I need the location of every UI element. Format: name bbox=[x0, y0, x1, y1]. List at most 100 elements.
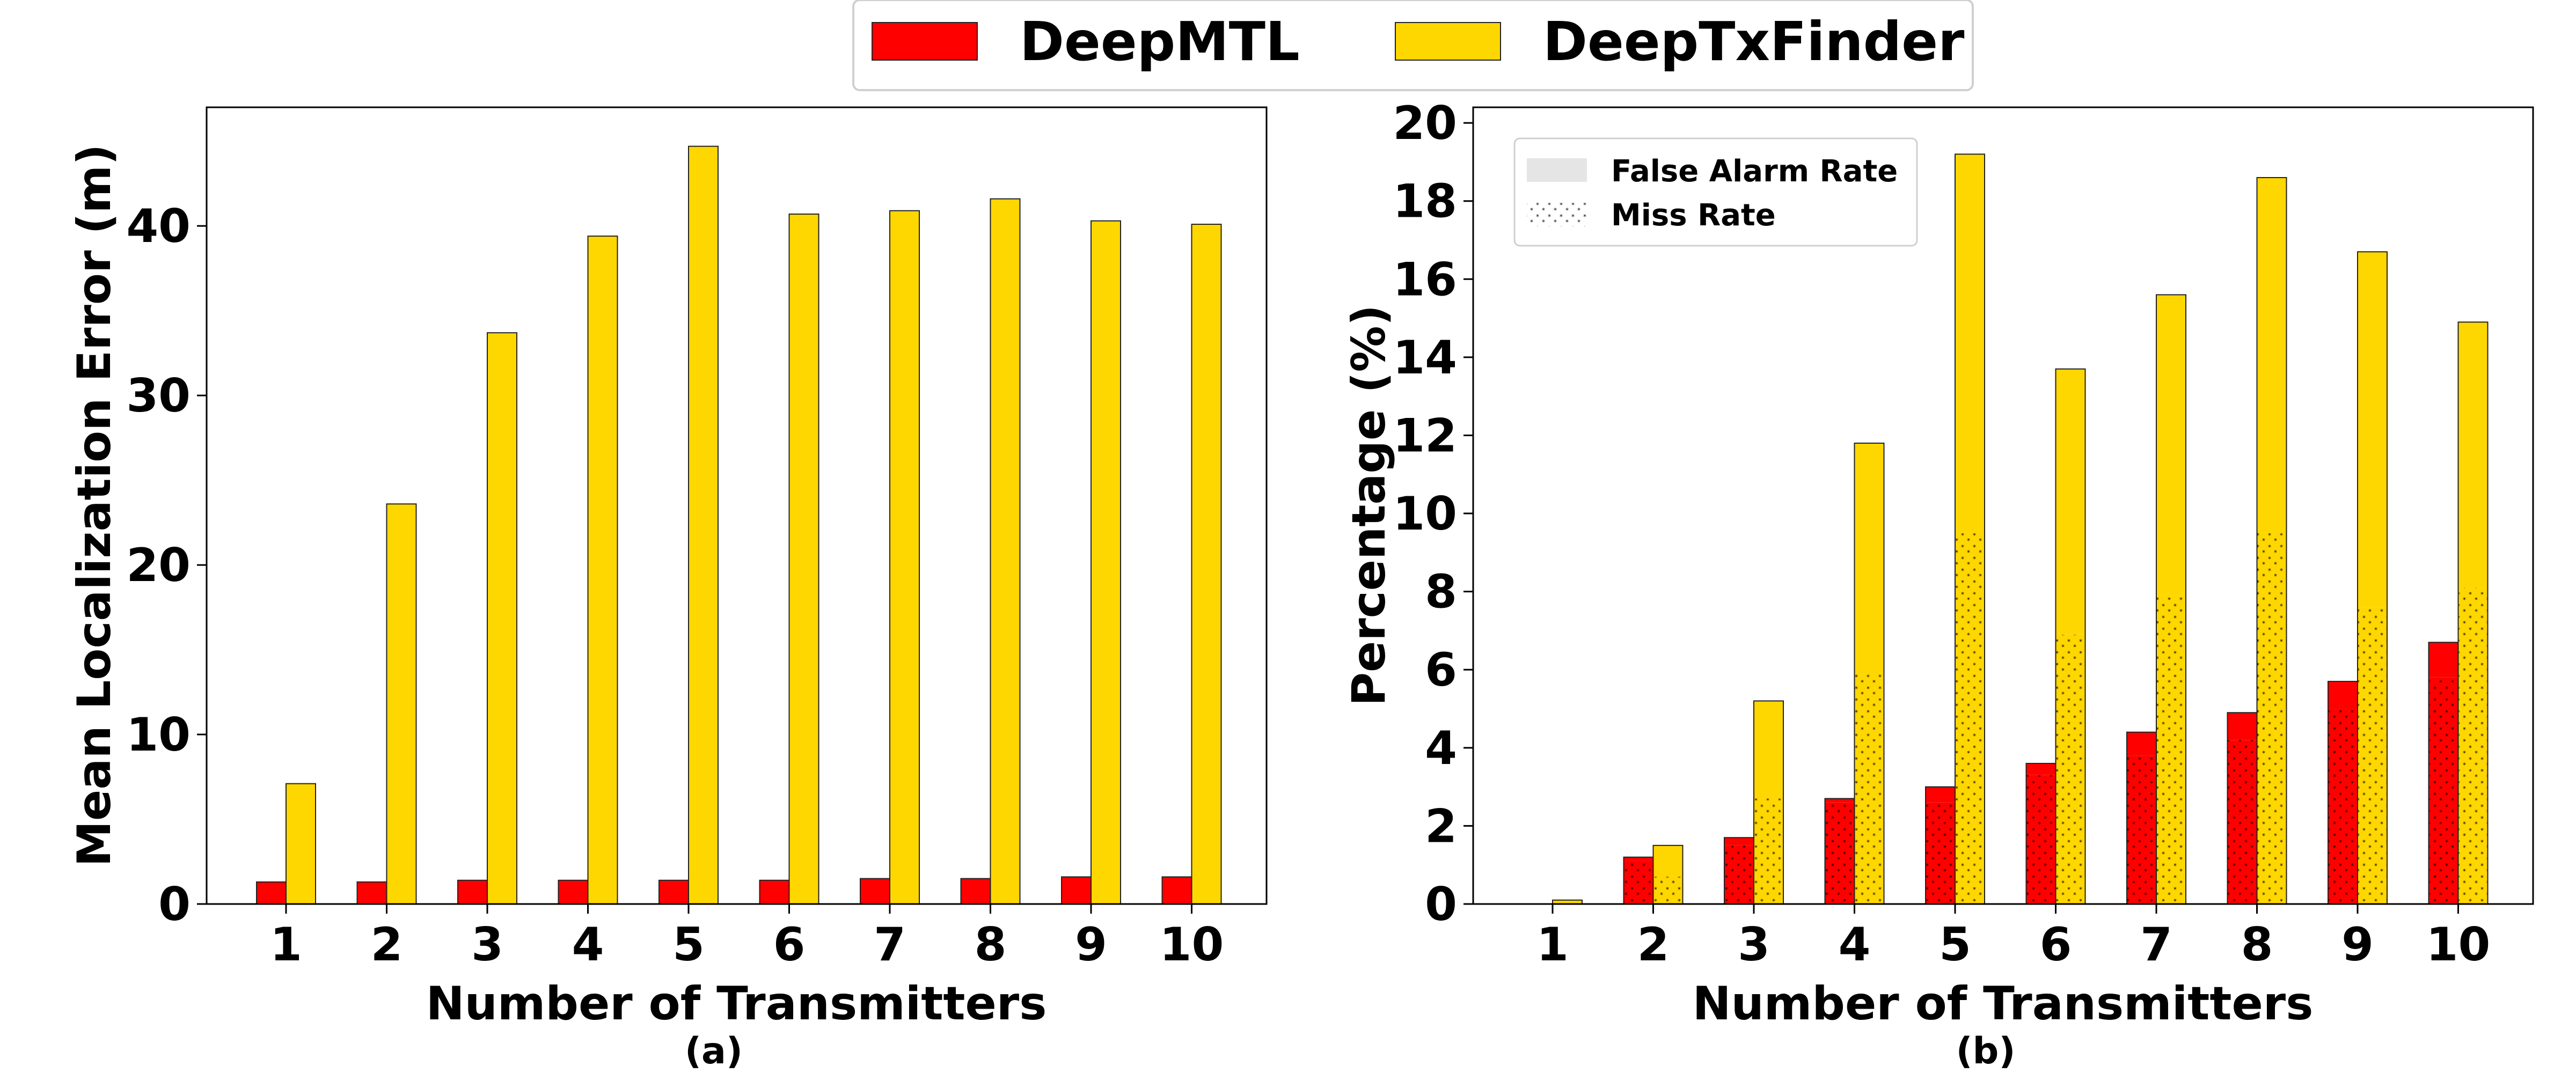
deeptxfinder-false-alarm-bar bbox=[1754, 701, 1783, 799]
deepmtl-false-alarm-bar bbox=[1825, 798, 1855, 803]
x-tick-label: 7 bbox=[874, 918, 906, 972]
deeptxfinder-false-alarm-bar bbox=[1653, 845, 1683, 877]
chart-a-caption: (a) bbox=[685, 1030, 743, 1072]
deeptxfinder-bar bbox=[889, 210, 920, 905]
x-tick-label: 1 bbox=[270, 918, 302, 972]
chart-a-bars bbox=[256, 145, 1222, 905]
x-tick-label: 3 bbox=[471, 918, 503, 972]
deepmtl-miss-rate-hatch bbox=[2127, 755, 2156, 904]
y-tick-label: 16 bbox=[1393, 253, 1457, 306]
deepmtl-bar bbox=[1061, 876, 1092, 905]
y-tick-label: 40 bbox=[126, 200, 191, 253]
x-tick-label: 5 bbox=[672, 918, 705, 972]
x-tick-label: 4 bbox=[572, 918, 604, 972]
deepmtl-bar bbox=[860, 878, 890, 905]
deeptxfinder-false-alarm-bar bbox=[2055, 369, 2085, 635]
chart-a-x-axis-label: Number of Transmitters bbox=[426, 977, 1047, 1031]
deepmtl-bar bbox=[457, 879, 488, 905]
y-tick-label: 20 bbox=[1393, 97, 1457, 150]
y-tick-label: 10 bbox=[1393, 487, 1457, 541]
deeptxfinder-miss-rate-hatch bbox=[2257, 533, 2287, 904]
x-tick-label: 2 bbox=[1637, 918, 1670, 972]
y-tick-label: 18 bbox=[1393, 175, 1457, 229]
deeptxfinder-bar bbox=[688, 145, 719, 905]
y-tick-label: 10 bbox=[126, 708, 191, 762]
deeptxfinder-miss-rate-hatch bbox=[2458, 587, 2488, 904]
deepmtl-miss-rate-hatch bbox=[1825, 802, 1855, 904]
x-tick-label: 1 bbox=[1536, 918, 1569, 972]
x-tick-label: 10 bbox=[1160, 918, 1224, 972]
false-alarm-legend-swatch bbox=[1527, 158, 1587, 182]
deeptxfinder-false-alarm-bar bbox=[1553, 900, 1582, 904]
deeptxfinder-false-alarm-bar bbox=[2156, 295, 2186, 596]
chart-b-y-axis-label: Percentage (%) bbox=[1342, 305, 1396, 706]
top-legend: DeepMTL DeepTxFinder bbox=[852, 0, 1974, 91]
deeptxfinder-bar bbox=[1191, 224, 1222, 905]
deepmtl-bar bbox=[1161, 876, 1192, 905]
deepmtl-legend-label: DeepMTL bbox=[1020, 10, 1300, 73]
deeptxfinder-bar bbox=[1091, 220, 1121, 905]
y-tick-label: 4 bbox=[1425, 722, 1457, 775]
deeptxfinder-false-alarm-bar bbox=[2358, 252, 2387, 607]
deeptxfinder-bar bbox=[788, 214, 819, 905]
y-tick-label: 2 bbox=[1425, 799, 1457, 853]
chart-b-x-ticks: 1 2 3 4 5 6 7 8 9 10 bbox=[1536, 904, 2490, 972]
x-tick-label: 10 bbox=[2426, 918, 2491, 972]
deepmtl-false-alarm-bar bbox=[2328, 681, 2358, 709]
x-tick-label: 9 bbox=[2341, 918, 2374, 972]
miss-rate-legend-label: Miss Rate bbox=[1611, 198, 1776, 233]
deeptxfinder-miss-rate-hatch bbox=[2156, 595, 2186, 904]
deepmtl-miss-rate-hatch bbox=[2328, 709, 2358, 904]
deeptxfinder-false-alarm-bar bbox=[2257, 178, 2287, 533]
deeptxfinder-bar bbox=[990, 198, 1021, 905]
chart-b-frame bbox=[1472, 106, 2534, 905]
x-tick-label: 8 bbox=[975, 918, 1007, 972]
chart-a-x-ticks: 1 2 3 4 5 6 7 8 9 10 bbox=[270, 904, 1224, 972]
deepmtl-false-alarm-bar bbox=[2227, 712, 2257, 740]
x-tick-label: 8 bbox=[2241, 918, 2273, 972]
chart-b-bars bbox=[1552, 153, 2489, 905]
deepmtl-bar bbox=[356, 881, 387, 905]
deeptxfinder-legend-label: DeepTxFinder bbox=[1543, 10, 1965, 73]
x-tick-label: 3 bbox=[1738, 918, 1770, 972]
deeptxfinder-bar bbox=[286, 783, 316, 905]
y-tick-label: 20 bbox=[126, 539, 191, 592]
y-tick-label: 0 bbox=[158, 878, 191, 931]
x-tick-label: 5 bbox=[1939, 918, 1971, 972]
deepmtl-miss-rate-hatch bbox=[2227, 740, 2257, 904]
chart-a-y-axis-label: Mean Localization Error (m) bbox=[68, 144, 121, 866]
deeptxfinder-miss-rate-hatch bbox=[1955, 533, 1985, 904]
deepmtl-bar bbox=[759, 879, 790, 905]
deepmtl-miss-rate-hatch bbox=[1623, 861, 1653, 904]
x-tick-label: 2 bbox=[371, 918, 403, 972]
deepmtl-false-alarm-bar bbox=[1724, 837, 1754, 846]
deeptxfinder-legend-swatch bbox=[1395, 22, 1501, 61]
deeptxfinder-miss-rate-hatch bbox=[1754, 798, 1783, 904]
deepmtl-bar bbox=[960, 878, 991, 905]
inner-legend-frame bbox=[1513, 137, 1918, 247]
deeptxfinder-false-alarm-bar bbox=[2458, 322, 2488, 588]
y-tick-label: 6 bbox=[1425, 643, 1457, 697]
deepmtl-false-alarm-bar bbox=[1926, 787, 1955, 803]
deepmtl-bar bbox=[658, 879, 689, 905]
deeptxfinder-bar bbox=[487, 332, 517, 905]
deeptxfinder-bar bbox=[386, 503, 417, 905]
deeptxfinder-miss-rate-hatch bbox=[1653, 877, 1683, 904]
deeptxfinder-miss-rate-hatch bbox=[1854, 673, 1884, 904]
deepmtl-miss-rate-hatch bbox=[1926, 802, 1955, 904]
y-tick-label: 30 bbox=[126, 369, 191, 423]
y-tick-label: 8 bbox=[1425, 565, 1457, 619]
x-tick-label: 6 bbox=[2040, 918, 2072, 972]
deeptxfinder-miss-rate-hatch bbox=[2055, 634, 2085, 904]
chart-a-y-ticks: 0 10 20 30 40 bbox=[126, 200, 207, 931]
deepmtl-false-alarm-bar bbox=[2127, 732, 2156, 756]
chart-b-x-axis-label: Number of Transmitters bbox=[1693, 977, 2314, 1031]
chart-a: 0 10 20 30 40 1 2 3 4 5 6 7 8 9 10 Number of Transmit… bbox=[68, 106, 1268, 1072]
x-tick-label: 6 bbox=[773, 918, 806, 972]
deepmtl-legend-swatch bbox=[872, 22, 978, 61]
x-tick-label: 9 bbox=[1075, 918, 1107, 972]
miss-rate-legend-swatch bbox=[1527, 203, 1587, 226]
y-tick-label: 12 bbox=[1393, 409, 1457, 462]
